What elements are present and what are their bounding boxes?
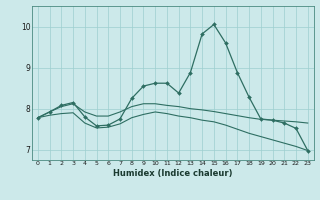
X-axis label: Humidex (Indice chaleur): Humidex (Indice chaleur): [113, 169, 233, 178]
